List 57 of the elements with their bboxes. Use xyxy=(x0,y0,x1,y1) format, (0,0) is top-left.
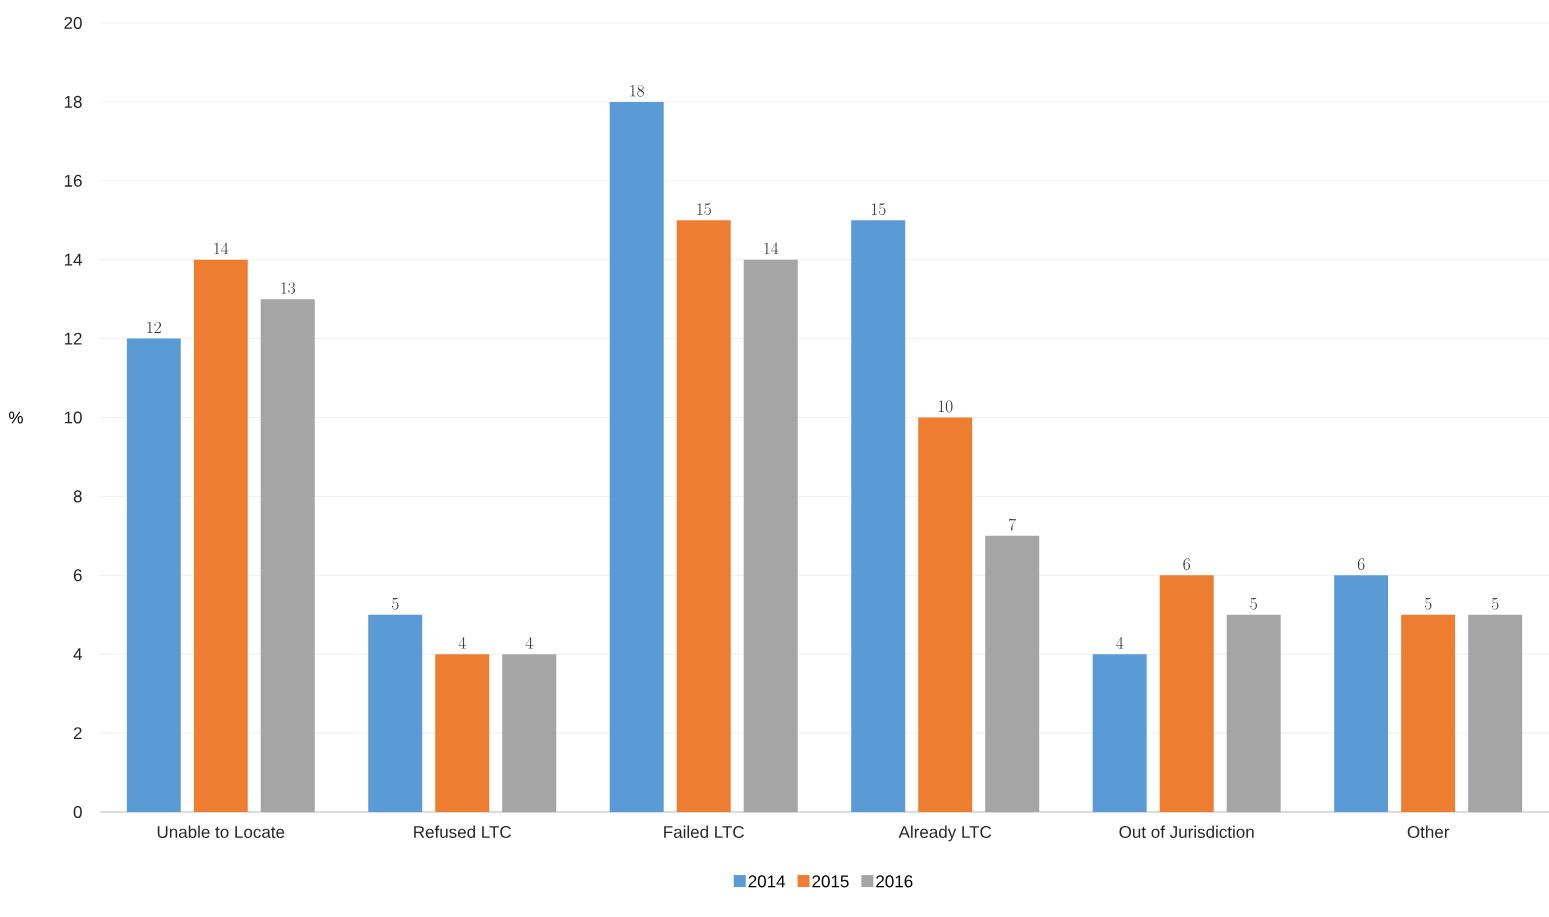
bar xyxy=(1334,575,1389,812)
bar xyxy=(1468,614,1523,812)
bar xyxy=(743,259,798,812)
y-tick-label: 14 xyxy=(64,253,82,266)
y-tick-label: 18 xyxy=(64,95,82,108)
bar xyxy=(502,654,557,812)
data-label: 15 xyxy=(697,203,711,215)
data-label: 5 xyxy=(391,597,399,610)
bar xyxy=(435,654,490,812)
data-label: 14 xyxy=(764,242,779,255)
legend-label: 2015 xyxy=(812,875,849,888)
y-tick-label: 6 xyxy=(73,569,82,582)
bar xyxy=(1226,614,1281,812)
data-label: 4 xyxy=(1116,637,1124,649)
x-tick-label: Failed LTC xyxy=(664,825,745,839)
y-tick-label: 16 xyxy=(64,174,82,187)
legend-label: 2016 xyxy=(876,875,913,888)
x-tick-label: Other xyxy=(1407,825,1450,839)
data-label: 13 xyxy=(281,282,296,294)
bar xyxy=(1159,575,1214,812)
bar xyxy=(609,101,664,812)
y-tick-label: 10 xyxy=(64,411,82,424)
bar xyxy=(918,417,973,812)
x-tick-label: Unable to Locate xyxy=(157,825,285,839)
legend-label: 2014 xyxy=(748,875,786,888)
data-label: 12 xyxy=(147,321,161,334)
y-tick-label: 8 xyxy=(73,490,82,503)
x-tick-label: Out of Jurisdiction xyxy=(1119,825,1254,839)
bar xyxy=(368,614,423,812)
bar xyxy=(1401,614,1456,812)
data-label: 18 xyxy=(630,84,645,97)
data-label: 15 xyxy=(871,203,886,215)
bar xyxy=(676,220,731,812)
x-tick-label: Refused LTC xyxy=(414,825,512,839)
bar xyxy=(1092,654,1147,812)
y-tick-label: 12 xyxy=(64,332,82,345)
bar xyxy=(985,535,1040,812)
bar xyxy=(851,220,906,812)
data-label: 6 xyxy=(1357,558,1365,571)
bar xyxy=(193,259,248,812)
data-label: 4 xyxy=(458,637,466,649)
x-tick-label: Already LTC xyxy=(898,825,992,842)
data-label: 6 xyxy=(1183,558,1190,571)
data-label: 5 xyxy=(1491,597,1499,610)
y-tick-label: 4 xyxy=(73,648,82,661)
data-label: 10 xyxy=(938,400,953,413)
y-tick-label: 0 xyxy=(73,805,82,819)
data-label: 14 xyxy=(214,242,229,255)
y-tick-label: 20 xyxy=(64,16,82,30)
y-axis-title: % xyxy=(9,411,23,424)
bar xyxy=(126,338,181,812)
bar xyxy=(260,299,315,812)
data-label: 5 xyxy=(1250,597,1257,610)
data-label: 4 xyxy=(525,637,533,649)
data-label: 5 xyxy=(1424,597,1432,610)
y-tick-label: 2 xyxy=(73,727,82,740)
data-label: 7 xyxy=(1009,518,1017,531)
